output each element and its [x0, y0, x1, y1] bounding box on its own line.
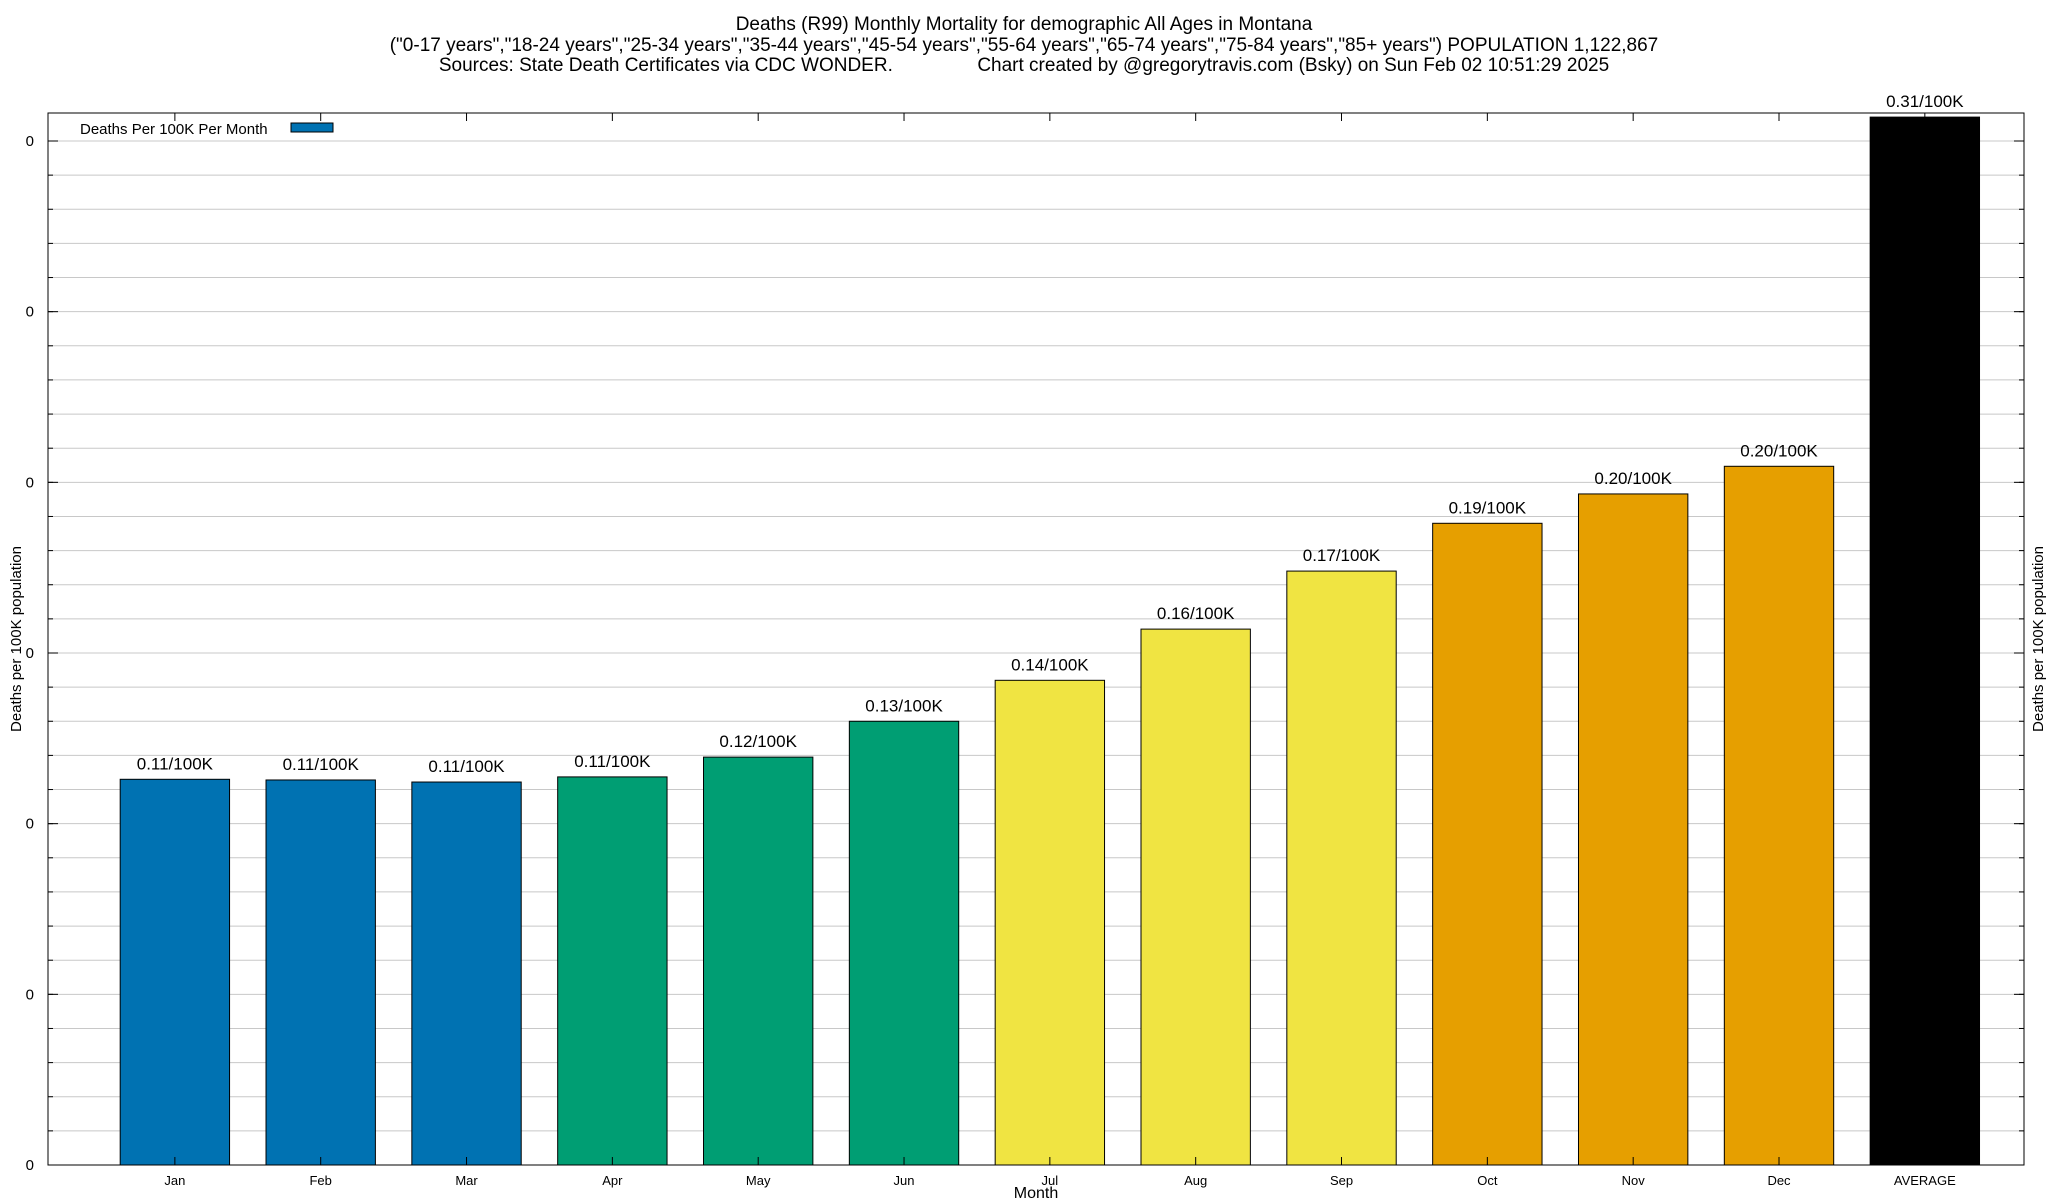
data-label: 0.13/100K	[865, 696, 943, 715]
bar-sep	[1286, 570, 1397, 1166]
bar-nov	[1577, 493, 1689, 1166]
bar-oct	[1432, 522, 1543, 1166]
bars: 0.11/100K Jan 0.11/100K Feb 0.11/100K Mar 0.11…	[119, 92, 1981, 1188]
legend-label: Deaths Per 100K Per Month	[80, 121, 268, 138]
data-label: 0.14/100K	[1011, 655, 1089, 674]
x-tick-label: Apr	[602, 1173, 623, 1188]
data-label: 0.11/100K	[428, 757, 505, 776]
chart-subtitle-population: ("0-17 years","18-24 years","25-34 years…	[389, 35, 1659, 56]
data-label: 0.11/100K	[574, 752, 651, 771]
plot-frame	[47, 112, 2025, 1166]
chart-title: Deaths (R99) Monthly Mortality for demog…	[735, 14, 1313, 35]
axis-ticks: 0 0 0 0 0 0 0	[26, 113, 2024, 1174]
y-tick-label: 0	[26, 304, 34, 321]
x-tick-label: Jul	[1042, 1173, 1059, 1188]
data-label: 0.16/100K	[1157, 604, 1235, 623]
x-tick-label: Sep	[1330, 1173, 1353, 1188]
y-tick-label: 0	[26, 1157, 34, 1174]
data-label: 0.20/100K	[1740, 441, 1818, 460]
x-tick-label: Nov	[1622, 1173, 1646, 1188]
y-axis-label-right: Deaths per 100K population	[2030, 546, 2047, 732]
data-label: 0.31/100K	[1886, 92, 1964, 111]
bar-mar	[411, 781, 522, 1166]
legend-swatch	[290, 122, 334, 133]
y-tick-label: 0	[26, 645, 34, 662]
data-label: 0.11/100K	[137, 754, 214, 773]
y-tick-label: 0	[26, 474, 34, 491]
legend: Deaths Per 100K Per Month	[80, 121, 334, 138]
x-tick-label: Feb	[309, 1173, 331, 1188]
bar-may	[703, 756, 814, 1166]
data-label: 0.11/100K	[283, 755, 360, 774]
chart-sources-credit: Sources: State Death Certificates via CD…	[438, 55, 1610, 76]
x-tick-label: Jun	[894, 1173, 915, 1188]
x-tick-label: May	[746, 1173, 771, 1188]
bar-feb	[265, 779, 376, 1166]
data-label: 0.17/100K	[1303, 546, 1381, 565]
bar-apr	[557, 776, 668, 1166]
bar-jan	[119, 778, 231, 1166]
x-tick-label: AVERAGE	[1894, 1173, 1956, 1188]
x-tick-label: Oct	[1477, 1173, 1498, 1188]
bar-average	[1869, 116, 1981, 1166]
bar-jul	[994, 679, 1106, 1166]
x-tick-label: Jan	[164, 1173, 185, 1188]
x-tick-label: Aug	[1184, 1173, 1207, 1188]
y-axis-label-left: Deaths per 100K population	[8, 546, 25, 732]
data-label: 0.12/100K	[719, 732, 797, 751]
y-tick-label: 0	[26, 986, 34, 1003]
bar-jun	[848, 720, 960, 1166]
data-label: 0.20/100K	[1594, 469, 1672, 488]
x-axis-label: Month	[1014, 1185, 1058, 1200]
bar-aug	[1140, 628, 1251, 1166]
bar-dec	[1723, 465, 1835, 1166]
x-tick-label: Mar	[455, 1173, 478, 1188]
x-tick-label: Dec	[1767, 1173, 1791, 1188]
y-tick-label: 0	[26, 133, 34, 150]
data-label: 0.19/100K	[1449, 498, 1527, 517]
y-tick-label: 0	[26, 816, 34, 833]
